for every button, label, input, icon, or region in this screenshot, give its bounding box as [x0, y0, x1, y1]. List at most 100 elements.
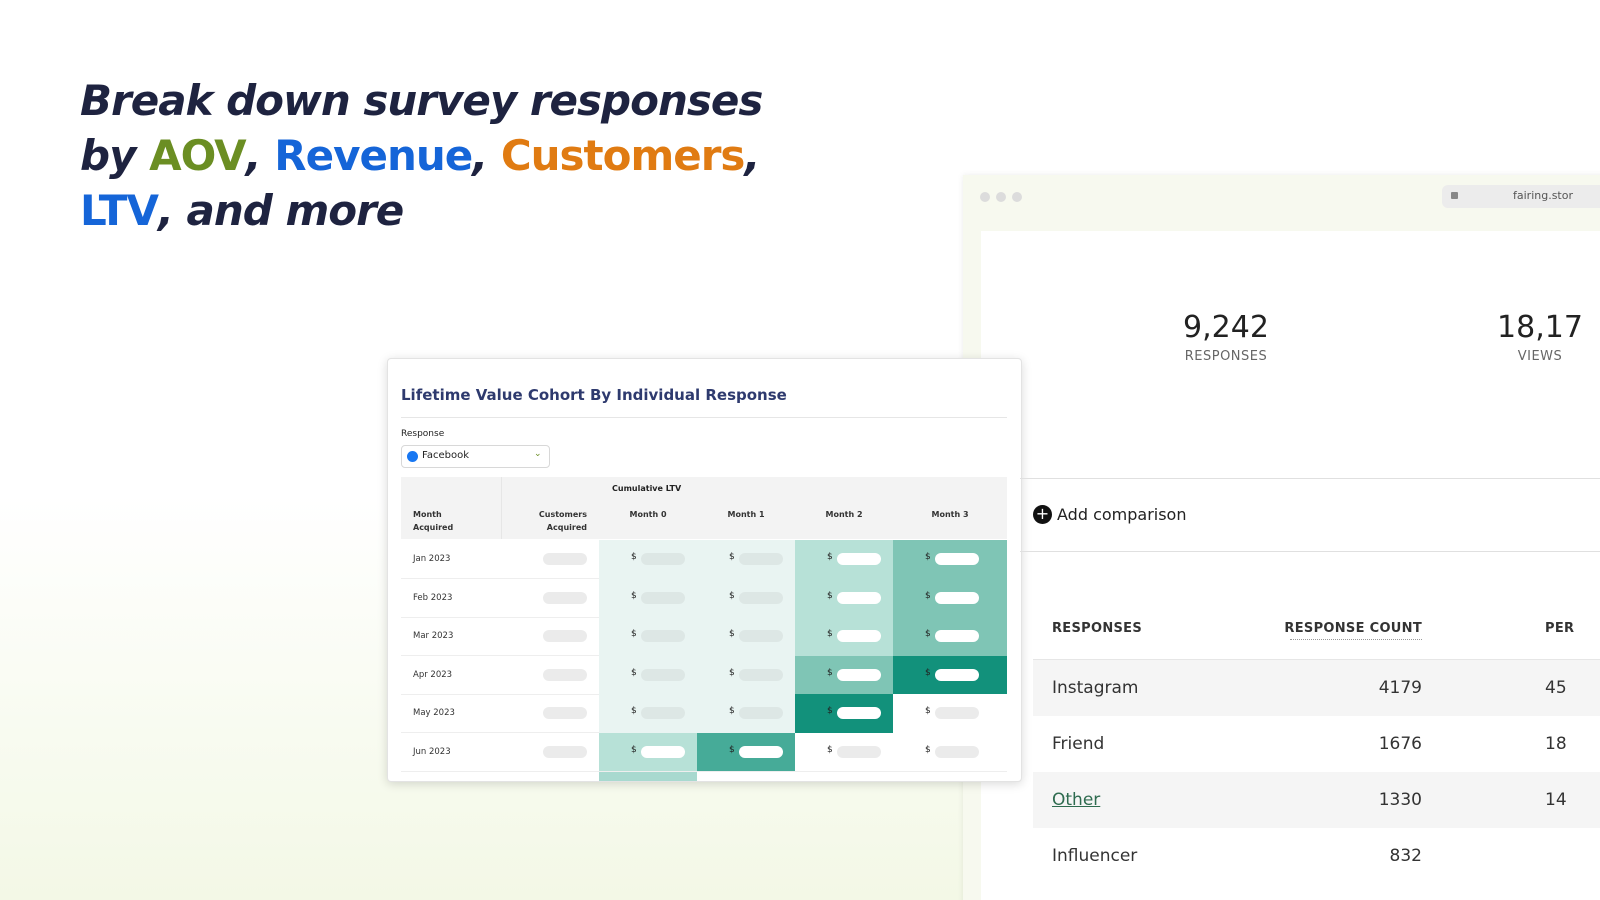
column-header: Month Acquired	[413, 510, 454, 532]
ltv-cell: $	[599, 694, 697, 733]
column-header: RESPONSES	[1052, 621, 1143, 636]
cell: 45	[1545, 678, 1567, 698]
highlight-word: AOV	[149, 131, 247, 180]
cell: 18	[1545, 734, 1567, 754]
filter-label: Response	[401, 429, 445, 439]
ltv-cell: $	[697, 540, 795, 579]
headline-line: by AOV, Revenue, Customers,	[80, 131, 760, 180]
ltv-cell: $	[893, 540, 1007, 579]
response-name: Instagram	[1052, 678, 1139, 698]
ltv-cell: $	[599, 732, 697, 771]
month-label: Apr 2023	[413, 669, 453, 680]
window-dot	[980, 192, 990, 202]
currency-symbol: $	[729, 706, 735, 716]
ltv-cell: $	[599, 578, 697, 617]
ltv-cell: $	[795, 732, 893, 771]
ltv-cell: $	[795, 694, 893, 733]
currency-symbol: $	[729, 590, 735, 601]
column-header: Customers Acquired	[538, 510, 587, 532]
currency-symbol: $	[827, 552, 833, 562]
column-header: Month 3	[931, 510, 969, 519]
headline-text: ,	[245, 131, 275, 180]
divider	[1020, 478, 1600, 479]
currency-symbol: $	[925, 590, 931, 601]
column-header: PER	[1545, 621, 1575, 636]
header-border	[1033, 659, 1600, 660]
currency-symbol: $	[827, 706, 833, 716]
placeholder-pill	[739, 553, 783, 565]
placeholder-pill	[641, 707, 685, 719]
ltv-cell: $	[893, 732, 1007, 771]
plus-icon: +	[1033, 505, 1052, 524]
ltv-cell: $	[893, 617, 1007, 656]
headline-text: ,	[744, 131, 760, 180]
highlight-word: Customers	[500, 131, 746, 180]
stat-label: RESPONSES	[1184, 349, 1268, 364]
group-header: Cumulative LTV	[612, 484, 682, 493]
placeholder-pill	[641, 591, 685, 604]
currency-symbol: $	[631, 552, 637, 562]
month-label: May 2023	[413, 708, 455, 718]
currency-symbol: $	[827, 629, 833, 639]
ltv-cell: $	[795, 540, 893, 579]
card-title: Lifetime Value Cohort By Individual Resp…	[401, 386, 787, 404]
filter-select[interactable]: Facebook ⌄	[401, 445, 550, 468]
placeholder-pill	[935, 745, 979, 758]
ltv-cell: $	[697, 732, 795, 771]
header-band	[401, 477, 1007, 539]
divider	[401, 417, 1007, 418]
headline-line: Break down survey responses	[80, 76, 763, 125]
currency-symbol: $	[631, 629, 637, 639]
placeholder-pill	[935, 630, 979, 642]
placeholder-pill	[935, 553, 979, 565]
ltv-cell: $	[697, 655, 795, 694]
currency-symbol: $	[925, 744, 931, 755]
cell: 14	[1545, 790, 1567, 810]
placeholder-pill	[543, 591, 587, 604]
currency-symbol: $	[925, 552, 931, 562]
placeholder-pill	[837, 630, 881, 642]
ltv-cell: $	[697, 617, 795, 656]
currency-symbol: $	[827, 590, 833, 601]
placeholder-pill	[543, 707, 587, 719]
row-background	[1033, 772, 1600, 828]
response-name: Influencer	[1052, 846, 1138, 866]
currency-symbol: $	[729, 744, 735, 755]
currency-symbol: $	[631, 706, 637, 716]
row-background	[1033, 660, 1600, 716]
headline-text: by	[80, 131, 150, 180]
stat-value: 18,17	[1497, 310, 1583, 345]
placeholder-pill	[837, 745, 881, 758]
chevron: ⌄	[534, 449, 542, 459]
currency-symbol: $	[827, 667, 833, 678]
placeholder-pill	[543, 553, 587, 565]
placeholder-pill	[935, 591, 979, 604]
url-bar[interactable]: fairing.stor	[1442, 185, 1600, 208]
placeholder-pill	[739, 630, 783, 642]
month-label: Jun 2023	[413, 746, 451, 757]
cell: 4179	[1378, 678, 1422, 698]
currency-symbol: $	[631, 744, 637, 755]
placeholder-pill	[837, 707, 881, 719]
placeholder-pill	[739, 745, 783, 758]
ltv-cell: $	[795, 655, 893, 694]
currency-symbol: $	[631, 590, 637, 601]
header-underline	[1290, 639, 1422, 640]
cohort-card: Lifetime Value Cohort By Individual Resp…	[387, 358, 1022, 782]
response-name: Friend	[1052, 734, 1105, 754]
row-sep	[401, 770, 1007, 772]
window-dot	[996, 192, 1006, 202]
response-link[interactable]: Other	[1052, 790, 1101, 810]
column-header: Month 2	[825, 510, 863, 519]
currency-symbol: $	[729, 629, 735, 639]
placeholder-pill	[739, 668, 783, 681]
button-label: Add comparison	[1057, 505, 1187, 524]
ltv-cell: $	[795, 578, 893, 617]
highlight-word: Revenue	[274, 131, 473, 180]
month-label: Jan 2023	[413, 554, 451, 564]
placeholder-pill	[837, 668, 881, 681]
window-dot	[1012, 192, 1022, 202]
ltv-cell: $	[893, 655, 1007, 694]
currency-symbol: $	[729, 552, 735, 562]
